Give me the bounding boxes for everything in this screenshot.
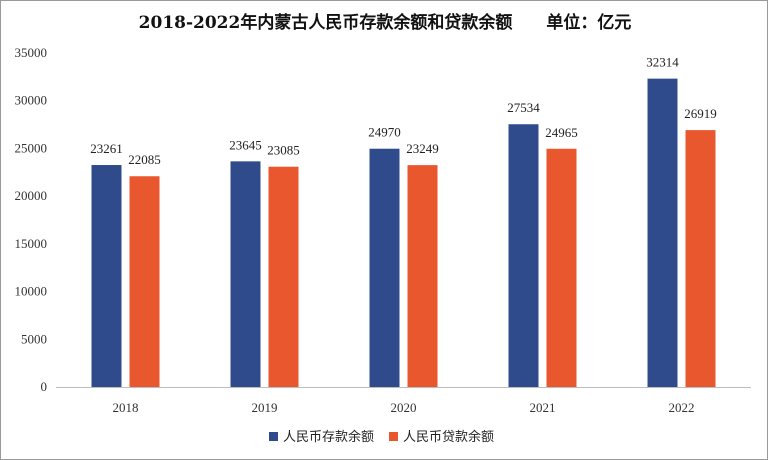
data-label: 24970 [368, 125, 401, 140]
legend-label: 人民币贷款余额 [403, 429, 494, 445]
data-label: 27534 [507, 100, 540, 115]
y-tick-label: 5000 [21, 331, 47, 346]
x-tick-label: 2019 [252, 400, 278, 415]
legend-swatch [269, 432, 278, 441]
data-label: 23645 [229, 137, 262, 152]
legend-label: 人民币存款余额 [283, 429, 374, 445]
y-tick-label: 0 [41, 379, 48, 394]
data-label: 23085 [267, 143, 300, 158]
y-tick-label: 25000 [15, 140, 48, 155]
y-axis: 0 5000 10000 15000 20000 25000 30000 35000 [15, 45, 48, 394]
bar-deposit-2020 [369, 148, 400, 387]
x-tick-label: 2020 [391, 400, 417, 415]
chart-title: 2018-2022年内蒙古人民币存款余额和贷款余额 单位：亿元 [139, 12, 632, 33]
bar-deposit-2018 [91, 165, 122, 387]
data-labels: 23261 22085 23645 23085 24970 23249 27534 24965… [90, 55, 717, 168]
data-label: 23261 [90, 141, 123, 156]
x-tick-label: 2022 [669, 400, 695, 415]
bar-deposit-2019 [230, 161, 261, 387]
bars [91, 78, 716, 387]
bar-loan-2019 [268, 166, 299, 387]
y-tick-label: 20000 [15, 188, 48, 203]
bar-loan-2018 [129, 176, 160, 387]
bar-loan-2020 [407, 165, 438, 387]
bar-deposit-2022 [647, 78, 678, 387]
data-label: 32314 [646, 55, 679, 70]
data-label: 26919 [684, 106, 717, 121]
y-tick-label: 15000 [15, 236, 48, 251]
y-tick-label: 35000 [15, 45, 48, 60]
legend: 人民币存款余额 人民币贷款余额 [269, 429, 494, 445]
data-label: 24965 [545, 125, 578, 140]
x-tick-label: 2021 [530, 400, 556, 415]
x-tick-label: 2018 [113, 400, 139, 415]
bar-loan-2022 [685, 130, 716, 387]
y-tick-label: 30000 [15, 93, 48, 108]
bar-deposit-2021 [508, 124, 539, 387]
data-label: 23249 [406, 141, 439, 156]
y-tick-label: 10000 [15, 284, 48, 299]
x-axis: 2018 2019 2020 2021 2022 [56, 387, 751, 415]
bar-loan-2021 [546, 148, 577, 387]
data-label: 22085 [128, 152, 161, 167]
legend-swatch [389, 432, 398, 441]
